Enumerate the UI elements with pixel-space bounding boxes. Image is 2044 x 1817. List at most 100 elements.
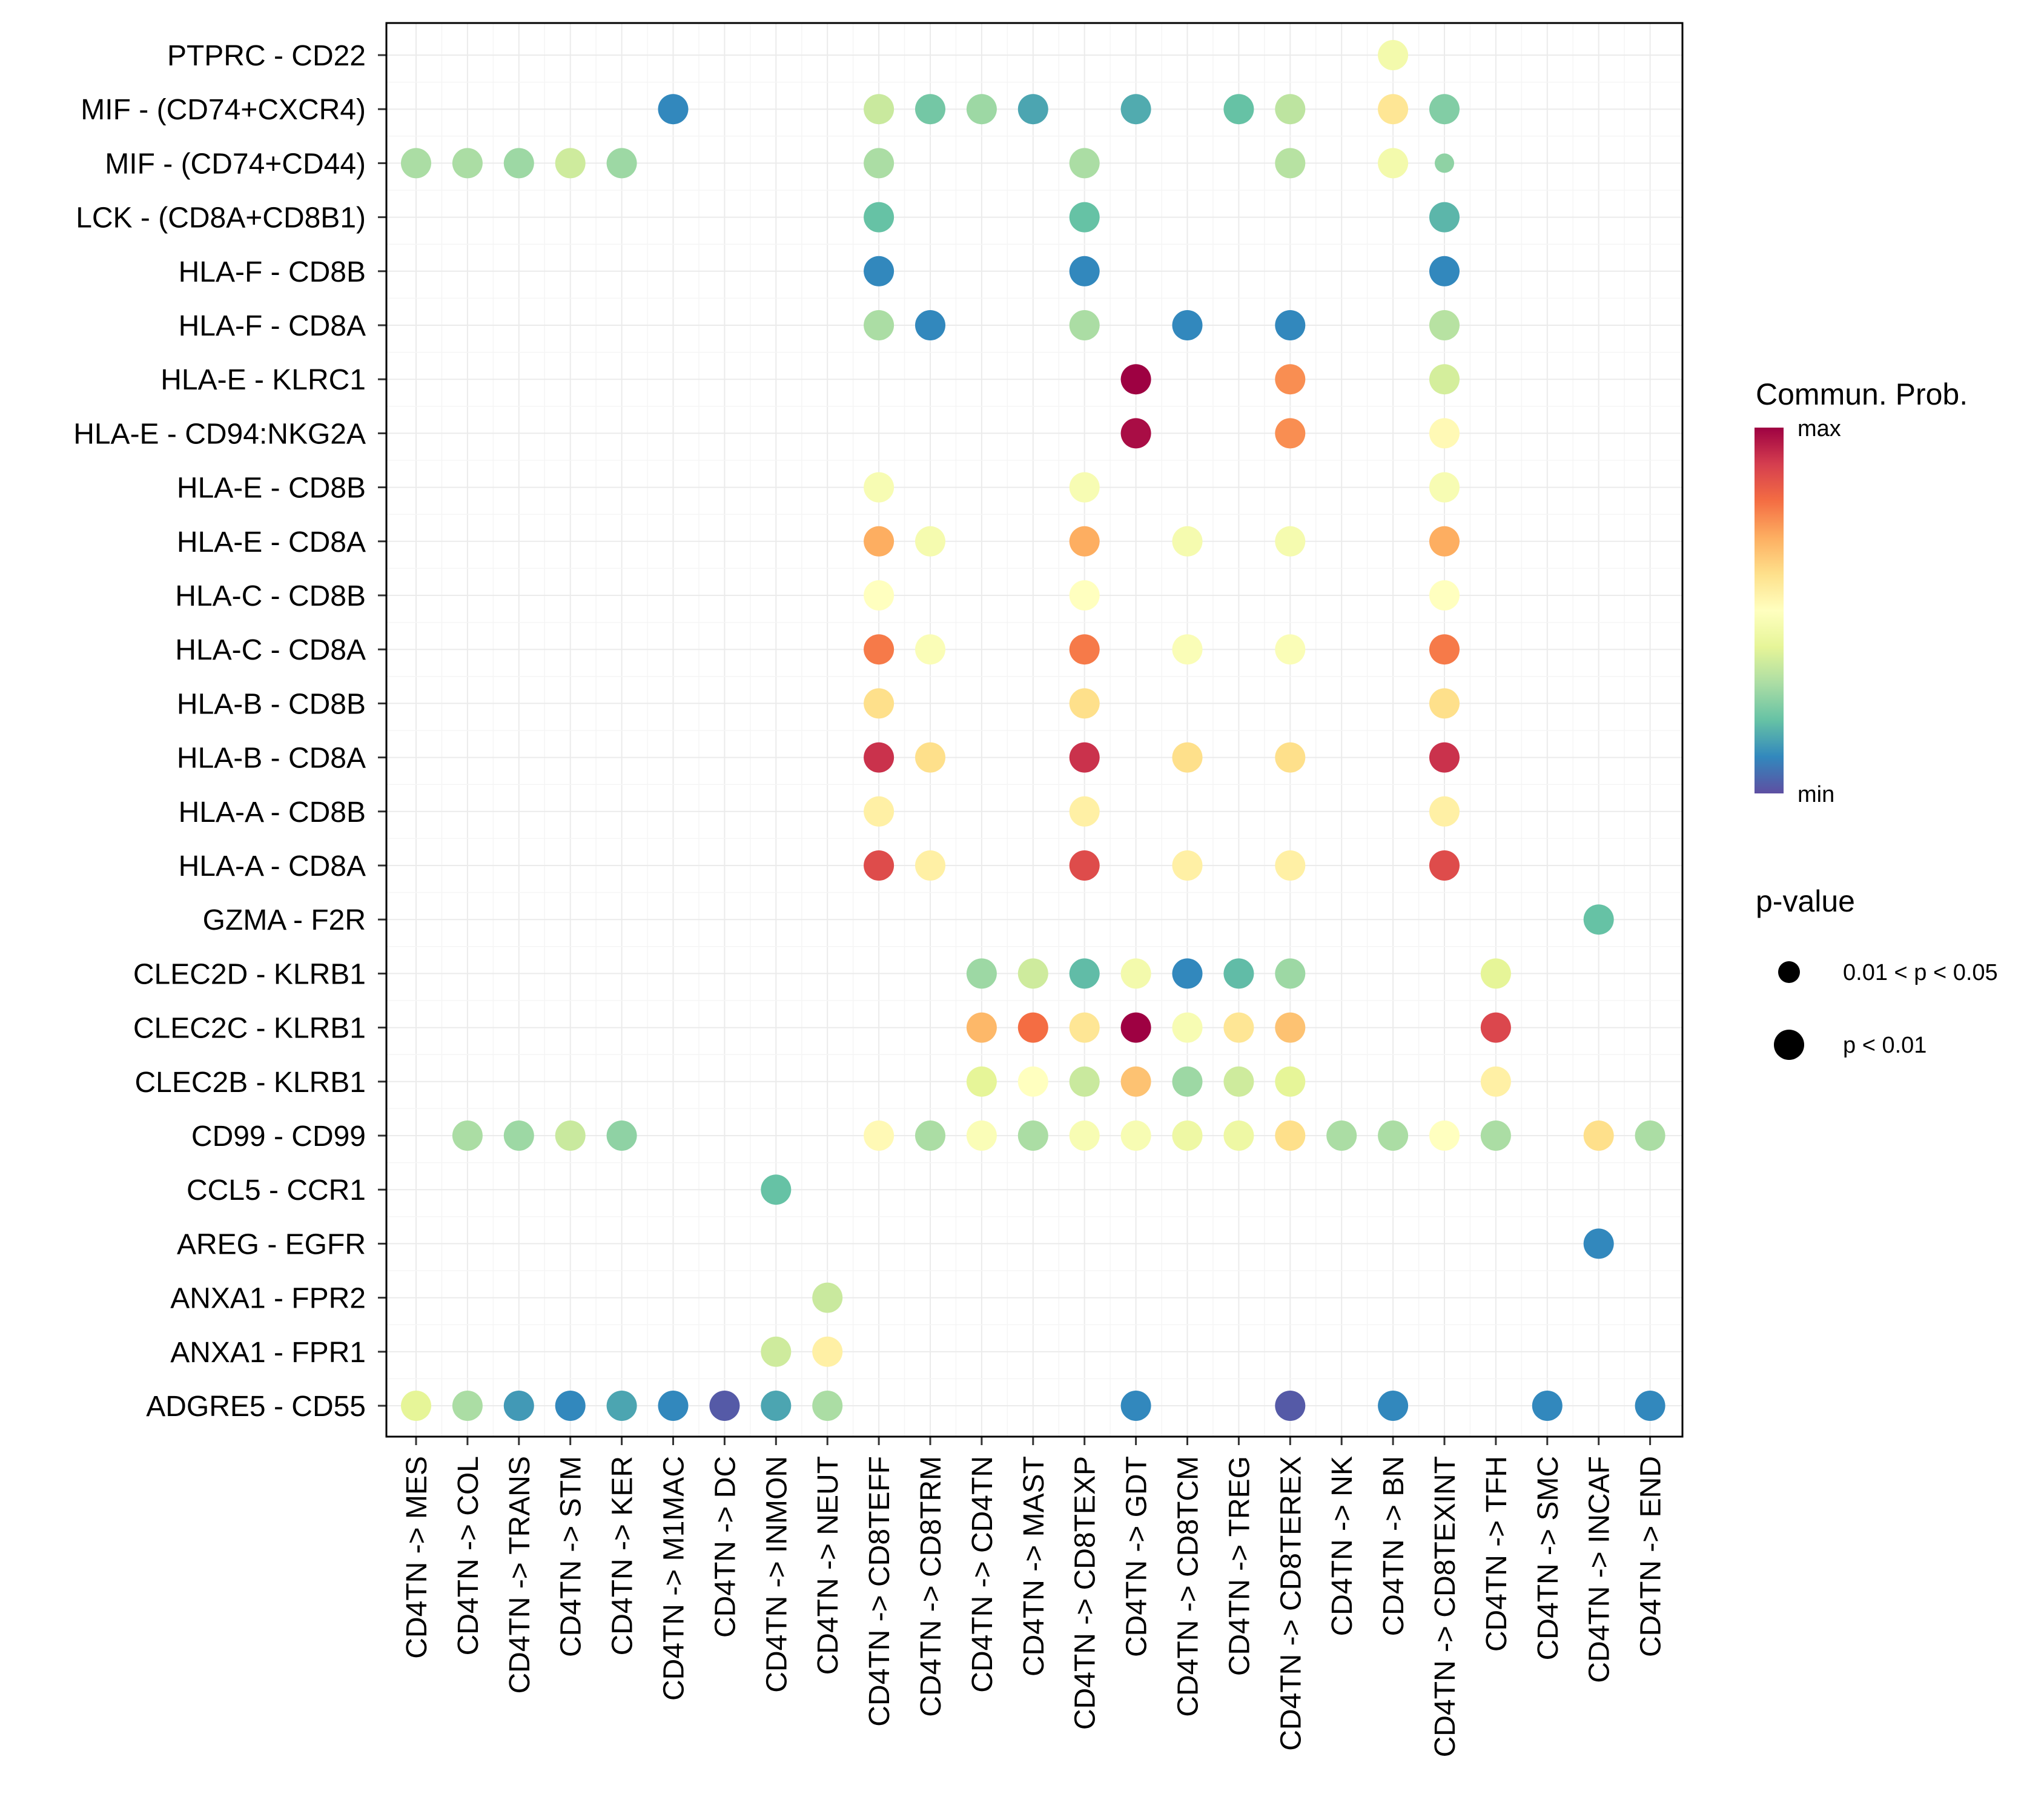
size-legend-title: p-value [1756, 884, 1855, 918]
data-point [1480, 958, 1511, 989]
data-point [1275, 850, 1306, 881]
y-tick-label: CLEC2B - KLRB1 [135, 1067, 366, 1099]
data-point [1120, 958, 1151, 989]
data-point [864, 202, 895, 233]
data-point [1429, 256, 1460, 286]
x-tick-label: CD4TN -> TFH [1481, 1456, 1513, 1652]
grid-lines [386, 23, 1682, 1437]
data-point [864, 256, 895, 286]
data-point [1172, 742, 1203, 773]
data-point [1069, 688, 1100, 719]
y-tick-label: HLA-B - CD8B [177, 688, 366, 720]
data-point [1275, 1120, 1306, 1151]
y-tick-label: HLA-E - CD94:NKG2A [73, 418, 366, 450]
data-point [966, 1012, 997, 1043]
data-point [864, 472, 895, 503]
y-tick-label: HLA-F - CD8A [179, 310, 366, 342]
data-point [1275, 1012, 1306, 1043]
data-point [1223, 94, 1254, 125]
data-point [1172, 1120, 1203, 1151]
data-point [1635, 1391, 1665, 1421]
y-tick-label: CCL5 - CCR1 [187, 1174, 366, 1206]
data-point [555, 1391, 586, 1421]
y-tick-label: HLA-B - CD8A [177, 743, 366, 775]
data-point [1069, 742, 1100, 773]
data-point [864, 634, 895, 665]
data-point [1275, 958, 1306, 989]
x-tick-label: CD4TN -> CD4TN [967, 1456, 999, 1693]
y-tick-label: HLA-C - CD8A [175, 634, 366, 666]
data-point [1172, 1066, 1203, 1097]
y-tick-label: AREG - EGFR [177, 1228, 366, 1260]
data-point [1223, 958, 1254, 989]
data-point [1532, 1391, 1563, 1421]
data-point [1429, 94, 1460, 125]
x-tick-label: CD4TN -> TREG [1223, 1456, 1255, 1676]
data-point [1069, 526, 1100, 557]
data-point [1429, 688, 1460, 719]
data-point [1429, 742, 1460, 773]
data-point [1378, 1120, 1409, 1151]
data-point [1583, 1228, 1614, 1259]
data-point [864, 796, 895, 827]
data-point [1480, 1066, 1511, 1097]
data-point [1069, 1012, 1100, 1043]
x-axis-ticks: CD4TN -> MES CD4TN -> COL CD4TN -> TRANS CD… [401, 1437, 1667, 1757]
data-point [966, 94, 997, 125]
data-point [864, 94, 895, 125]
data-point [1069, 796, 1100, 827]
data-point [1120, 418, 1151, 449]
data-point [606, 1120, 637, 1151]
data-point [761, 1336, 792, 1367]
data-point [1120, 1120, 1151, 1151]
data-point [1069, 1066, 1100, 1097]
data-point [1017, 94, 1048, 125]
x-tick-label: CD4TN -> SMC [1532, 1456, 1564, 1660]
data-point [1069, 256, 1100, 286]
data-point [864, 742, 895, 773]
data-point [1275, 148, 1306, 179]
data-point [864, 148, 895, 179]
data-point [1172, 310, 1203, 340]
data-point [1120, 94, 1151, 125]
data-point [1120, 1012, 1151, 1043]
size-legend-large-dot [1774, 1030, 1804, 1060]
data-point [709, 1391, 740, 1421]
x-tick-label: CD4TN -> CD8TEFF [864, 1456, 896, 1727]
data-point [1069, 580, 1100, 611]
legend: Commun. Prob. max min p-value 0.01 < p <… [1755, 377, 1998, 1060]
data-point [1069, 148, 1100, 179]
data-point [864, 310, 895, 340]
data-point [915, 94, 945, 125]
data-point [452, 1391, 483, 1421]
data-point [1275, 526, 1306, 557]
data-point [1429, 796, 1460, 827]
color-legend-title: Commun. Prob. [1756, 377, 1968, 411]
data-point [812, 1282, 843, 1313]
x-tick-label: CD4TN -> COL [452, 1456, 485, 1655]
y-tick-label: CD99 - CD99 [191, 1120, 366, 1153]
y-tick-label: MIF - (CD74+CXCR4) [81, 94, 366, 126]
data-point [966, 1120, 997, 1151]
data-point [1275, 418, 1306, 449]
data-point [1583, 1120, 1614, 1151]
plot-panel-border [385, 22, 1684, 1438]
data-point [401, 148, 431, 179]
color-legend-min-label: min [1798, 782, 1834, 807]
data-point [555, 148, 586, 179]
data-point [1223, 1066, 1254, 1097]
data-point [1378, 40, 1409, 70]
data-point [1429, 580, 1460, 611]
data-point [915, 742, 945, 773]
y-tick-label: HLA-C - CD8B [175, 580, 366, 612]
data-point [1172, 958, 1203, 989]
data-point [606, 148, 637, 179]
y-tick-label: PTPRC - CD22 [167, 40, 366, 72]
data-point [1429, 850, 1460, 881]
color-legend-bar [1755, 428, 1784, 793]
data-points [401, 40, 1665, 1421]
x-tick-label: CD4TN -> M1MAC [658, 1456, 690, 1701]
data-point [1583, 904, 1614, 935]
data-point [1635, 1120, 1665, 1151]
